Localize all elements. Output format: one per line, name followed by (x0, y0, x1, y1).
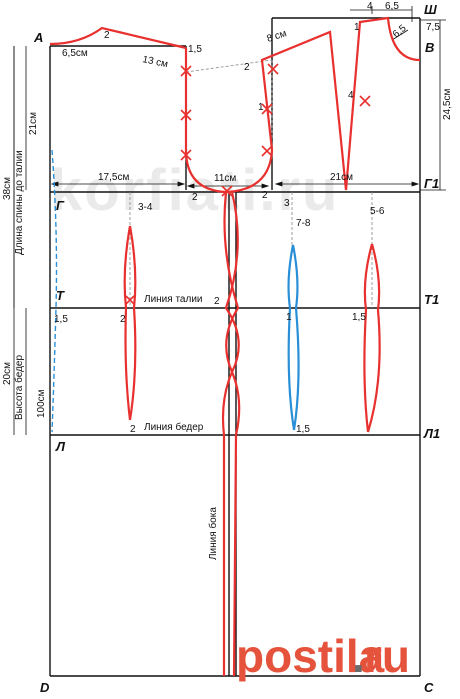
back-width: 17,5см (98, 172, 129, 183)
hip-height-label: Высота бедер (13, 355, 25, 420)
mark-2-hip: 2 (130, 424, 136, 435)
point-t1: Т1 (424, 292, 439, 307)
mark-1-5-back: 1,5 (54, 314, 68, 325)
back-38: 38см (2, 177, 13, 200)
point-l: Л (55, 439, 66, 454)
mark-2-neck: 2 (104, 30, 110, 41)
mark-2-front: 2 (244, 62, 250, 73)
mark-2-armhole-right: 2 (262, 190, 268, 201)
armhole-width: 11см (214, 173, 236, 184)
dart-3-4: 3-4 (138, 202, 153, 213)
length-100: 100см (36, 389, 47, 418)
mark-1-front: 1 (354, 22, 360, 33)
svg-text:ru: ru (364, 630, 410, 682)
hip-20: 20см (2, 362, 13, 385)
dart-5-6: 5-6 (370, 206, 385, 217)
point-t: Т (56, 288, 65, 303)
point-v: В (425, 40, 434, 55)
front-width: 21см (330, 172, 353, 183)
mark-2-2-back: 2 (120, 314, 126, 325)
point-l1: Л1 (423, 426, 440, 441)
point-c: С (424, 680, 434, 694)
svg-text:postila: postila (236, 630, 385, 682)
postila-logo: postila . ru (236, 630, 410, 682)
point-g: Г (56, 198, 65, 213)
mark-2-armhole-left: 2 (192, 192, 198, 203)
front-height: 24,5см (442, 89, 453, 120)
side-7-5: 7,5 (426, 22, 440, 33)
mark-4: 4 (348, 90, 354, 101)
x-marks (125, 63, 371, 305)
svg-text:.: . (352, 630, 365, 682)
neck-measure: 6,5см (62, 48, 88, 59)
point-a: А (33, 30, 43, 45)
mark-1-1-front: 1 (286, 312, 292, 323)
point-sh: Ш (424, 2, 437, 17)
back-21: 21см (28, 112, 39, 135)
shoulder-measure: 13 см (141, 54, 169, 70)
point-d: D (40, 680, 50, 694)
front-shoulder-measure: 8 см (266, 28, 289, 45)
helper-lines (129, 59, 373, 308)
mark-1-5-front: 1,5 (352, 312, 366, 323)
waist-line-label: Линия талии (144, 294, 203, 305)
top-6-5: 6,5 (385, 1, 399, 12)
side-6-5: 6,5 (391, 23, 409, 41)
back-length-label: Длина спины до талии (14, 150, 25, 255)
mark-2-2-side: 2 (214, 296, 220, 307)
side-line-label: Линия бока (207, 507, 219, 560)
dimension-lines (13, 6, 446, 435)
pattern-outline (49, 16, 421, 677)
dart-7-8: 7-8 (296, 218, 311, 229)
blue-darts (287, 244, 300, 431)
hip-line-label: Линия бедер (144, 421, 204, 433)
mark-1-armhole: 1 (258, 102, 264, 113)
armhole-measure-1-5: 1,5 (188, 44, 202, 55)
mark-1-5-hip: 1,5 (296, 424, 310, 435)
mark-3: 3 (284, 198, 290, 209)
top-4: 4 (367, 1, 373, 12)
point-g1: Г1 (424, 176, 439, 191)
watermark: korfiati.ru (50, 158, 340, 223)
